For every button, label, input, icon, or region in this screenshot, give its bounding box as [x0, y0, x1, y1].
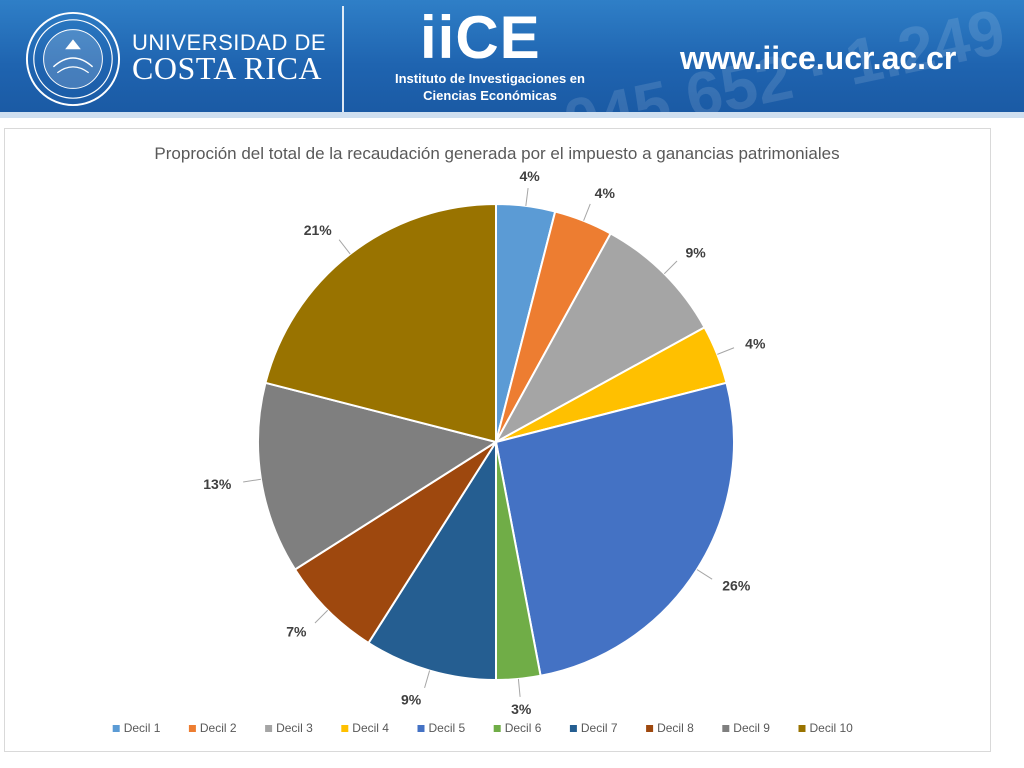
pie-slices [257, 202, 735, 682]
leader-line-6 [517, 678, 521, 697]
data-label-2: 4% [595, 185, 616, 201]
leader-line-5 [696, 569, 713, 580]
legend-label-5: Decil 5 [429, 721, 466, 735]
legend-swatch-8 [646, 725, 654, 732]
legend-item-7[interactable]: Decil 7 [569, 721, 618, 735]
header-banner: 045 652 · 1.249 UNIVERSIDAD DE COSTA RIC… [0, 0, 1024, 118]
legend-label-7: Decil 7 [581, 721, 618, 735]
leader-line-9 [243, 478, 262, 483]
institute-name: Instituto de Investigaciones en Ciencias… [372, 70, 608, 104]
legend-label-1: Decil 1 [124, 721, 161, 735]
legend-item-8[interactable]: Decil 8 [646, 721, 694, 735]
legend-label-3: Decil 3 [276, 721, 313, 735]
data-label-3: 9% [686, 245, 707, 261]
legend-swatch-9 [722, 725, 730, 732]
leader-line-10 [338, 239, 351, 255]
legend-swatch-5 [417, 725, 425, 732]
legend-item-4[interactable]: Decil 4 [341, 721, 389, 735]
chart-title: Proproción del total de la recaudación g… [154, 144, 839, 163]
legend-item-10[interactable]: Decil 10 [798, 721, 854, 735]
leader-line-1 [525, 187, 529, 206]
pie-slice-8[interactable] [293, 441, 497, 645]
legend-swatch-10 [798, 725, 806, 732]
data-label-8: 7% [286, 624, 307, 640]
university-name-line1: UNIVERSIDAD DE [132, 30, 327, 55]
pie-slice-9[interactable] [257, 381, 499, 571]
legend-swatch-3 [265, 725, 273, 732]
data-label-1: 4% [519, 168, 540, 184]
data-label-4: 4% [745, 335, 766, 351]
legend-item-3[interactable]: Decil 3 [265, 721, 313, 735]
header-bottom-strip [0, 112, 1024, 118]
pie-slice-10[interactable] [264, 202, 497, 444]
institute-name-line1: Instituto de Investigaciones en [395, 71, 585, 86]
legend-label-9: Decil 9 [733, 721, 770, 735]
legend-swatch-6 [493, 725, 501, 732]
legend-item-1[interactable]: Decil 1 [112, 721, 161, 735]
leader-line-4 [717, 347, 735, 355]
label-leader-lines [243, 187, 735, 697]
legend-item-5[interactable]: Decil 5 [417, 721, 466, 735]
university-seal-logo [25, 11, 121, 107]
header-divider [342, 6, 344, 112]
pie-chart: Proproción del total de la recaudación g… [112, 144, 854, 735]
legend-swatch-7 [569, 725, 577, 732]
legend-swatch-4 [341, 725, 349, 732]
chart-area: Proproción del total de la recaudación g… [4, 128, 991, 752]
legend-item-9[interactable]: Decil 9 [722, 721, 770, 735]
legend-label-10: Decil 10 [810, 721, 854, 735]
data-label-5: 26% [722, 578, 751, 594]
data-labels: 4% 4% 9% 4% 26% 3% 9% 7% 13% 21% [203, 168, 766, 717]
legend-swatch-1 [112, 725, 120, 732]
legend-item-6[interactable]: Decil 6 [493, 721, 542, 735]
legend-label-6: Decil 6 [505, 721, 542, 735]
pie-slice-7[interactable] [367, 438, 497, 682]
leader-line-8 [314, 609, 329, 624]
data-label-6: 3% [511, 701, 532, 717]
iice-logo-text: iiCE [420, 4, 541, 71]
university-name-line2: COSTA RICA [132, 50, 323, 86]
data-label-10: 21% [304, 222, 333, 238]
legend-label-8: Decil 8 [657, 721, 694, 735]
leader-line-2 [583, 203, 591, 221]
leader-line-3 [663, 260, 678, 275]
institute-name-line2: Ciencias Económicas [423, 88, 557, 103]
leader-line-7 [424, 670, 431, 688]
data-label-7: 9% [401, 691, 422, 707]
legend-label-4: Decil 4 [352, 721, 389, 735]
legend-label-2: Decil 2 [200, 721, 237, 735]
website-url[interactable]: www.iice.ucr.ac.cr [680, 40, 957, 76]
pie-slice-5[interactable] [494, 381, 735, 677]
chart-legend: Decil 1 Decil 2 Decil 3 Decil 4 Decil 5 Decil… [112, 721, 854, 735]
legend-item-2[interactable]: Decil 2 [188, 721, 237, 735]
pie-slice-3[interactable] [493, 232, 706, 445]
data-label-9: 13% [203, 476, 232, 492]
legend-swatch-2 [188, 725, 196, 732]
